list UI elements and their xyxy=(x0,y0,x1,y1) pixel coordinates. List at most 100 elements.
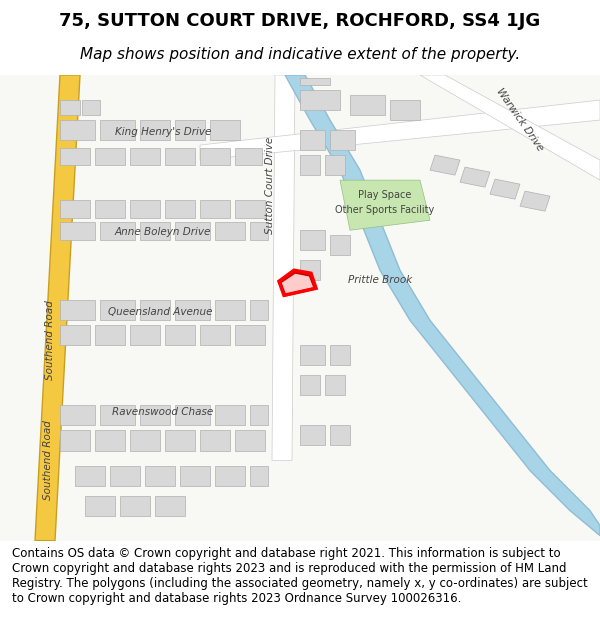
Text: Warwick Drive: Warwick Drive xyxy=(494,87,545,153)
Polygon shape xyxy=(300,130,325,150)
Polygon shape xyxy=(140,406,170,426)
Polygon shape xyxy=(390,100,420,120)
Polygon shape xyxy=(250,466,268,486)
Polygon shape xyxy=(175,222,210,240)
Text: Queensland Avenue: Queensland Avenue xyxy=(108,308,212,318)
Polygon shape xyxy=(120,496,150,516)
Polygon shape xyxy=(60,148,90,165)
Polygon shape xyxy=(60,431,90,451)
Polygon shape xyxy=(300,376,320,396)
Polygon shape xyxy=(330,426,350,446)
Polygon shape xyxy=(330,346,350,366)
Polygon shape xyxy=(250,300,268,321)
Polygon shape xyxy=(35,75,80,541)
Polygon shape xyxy=(300,260,320,280)
Text: Other Sports Facility: Other Sports Facility xyxy=(335,205,434,215)
Text: Play Space: Play Space xyxy=(358,190,412,200)
Text: Anne Boleyn Drive: Anne Boleyn Drive xyxy=(115,228,211,238)
Polygon shape xyxy=(140,222,170,240)
Polygon shape xyxy=(300,426,325,446)
Polygon shape xyxy=(200,148,230,165)
Polygon shape xyxy=(60,100,80,115)
Text: King Henry's Drive: King Henry's Drive xyxy=(115,127,211,137)
Polygon shape xyxy=(235,148,262,165)
Polygon shape xyxy=(165,200,195,218)
Polygon shape xyxy=(215,222,245,240)
Polygon shape xyxy=(200,200,230,218)
Text: 75, SUTTON COURT DRIVE, ROCHFORD, SS4 1JG: 75, SUTTON COURT DRIVE, ROCHFORD, SS4 1J… xyxy=(59,12,541,30)
Polygon shape xyxy=(350,95,385,115)
Polygon shape xyxy=(250,406,268,426)
Polygon shape xyxy=(420,75,600,180)
Polygon shape xyxy=(200,100,600,160)
Polygon shape xyxy=(130,200,160,218)
Polygon shape xyxy=(130,431,160,451)
Text: Southend Road: Southend Road xyxy=(43,421,53,501)
Polygon shape xyxy=(60,222,95,240)
Polygon shape xyxy=(272,75,295,461)
Polygon shape xyxy=(300,90,340,110)
Polygon shape xyxy=(235,200,265,218)
Polygon shape xyxy=(130,148,160,165)
Polygon shape xyxy=(60,300,95,321)
Polygon shape xyxy=(300,230,325,250)
Polygon shape xyxy=(180,466,210,486)
Polygon shape xyxy=(0,75,600,541)
Polygon shape xyxy=(460,167,490,187)
Polygon shape xyxy=(85,496,115,516)
Polygon shape xyxy=(60,326,90,346)
Polygon shape xyxy=(285,75,600,536)
Polygon shape xyxy=(175,406,210,426)
Polygon shape xyxy=(95,326,125,346)
Polygon shape xyxy=(430,155,460,175)
Polygon shape xyxy=(100,120,135,140)
Polygon shape xyxy=(215,466,245,486)
Polygon shape xyxy=(330,235,350,255)
Polygon shape xyxy=(165,326,195,346)
Polygon shape xyxy=(165,148,195,165)
Polygon shape xyxy=(325,376,345,396)
Polygon shape xyxy=(340,180,430,230)
Polygon shape xyxy=(325,155,345,175)
Polygon shape xyxy=(330,130,355,150)
Polygon shape xyxy=(140,120,170,140)
Polygon shape xyxy=(215,300,245,321)
Polygon shape xyxy=(82,100,100,115)
Polygon shape xyxy=(520,191,550,211)
Polygon shape xyxy=(140,300,170,321)
Polygon shape xyxy=(100,406,135,426)
Polygon shape xyxy=(235,326,265,346)
Text: Contains OS data © Crown copyright and database right 2021. This information is : Contains OS data © Crown copyright and d… xyxy=(12,548,588,606)
Polygon shape xyxy=(250,222,268,240)
Polygon shape xyxy=(300,346,325,366)
Polygon shape xyxy=(200,431,230,451)
Polygon shape xyxy=(145,466,175,486)
Polygon shape xyxy=(300,78,330,85)
Polygon shape xyxy=(175,300,210,321)
Polygon shape xyxy=(280,272,315,295)
Polygon shape xyxy=(75,466,105,486)
Polygon shape xyxy=(60,120,95,140)
Polygon shape xyxy=(490,179,520,199)
Text: Southend Road: Southend Road xyxy=(45,301,55,380)
Polygon shape xyxy=(110,466,140,486)
Polygon shape xyxy=(175,120,205,140)
Polygon shape xyxy=(95,200,125,218)
Polygon shape xyxy=(155,496,185,516)
Polygon shape xyxy=(215,406,245,426)
Polygon shape xyxy=(200,326,230,346)
Polygon shape xyxy=(165,431,195,451)
Polygon shape xyxy=(210,120,240,140)
Text: Map shows position and indicative extent of the property.: Map shows position and indicative extent… xyxy=(80,46,520,61)
Polygon shape xyxy=(95,148,125,165)
Polygon shape xyxy=(95,431,125,451)
Polygon shape xyxy=(300,155,320,175)
Text: Prittle Brook: Prittle Brook xyxy=(348,275,412,285)
Polygon shape xyxy=(60,406,95,426)
Polygon shape xyxy=(130,326,160,346)
Polygon shape xyxy=(235,431,265,451)
Polygon shape xyxy=(60,200,90,218)
Polygon shape xyxy=(100,300,135,321)
Text: Ravenswood Chase: Ravenswood Chase xyxy=(112,408,214,418)
Text: Sutton Court Drive: Sutton Court Drive xyxy=(265,136,275,234)
